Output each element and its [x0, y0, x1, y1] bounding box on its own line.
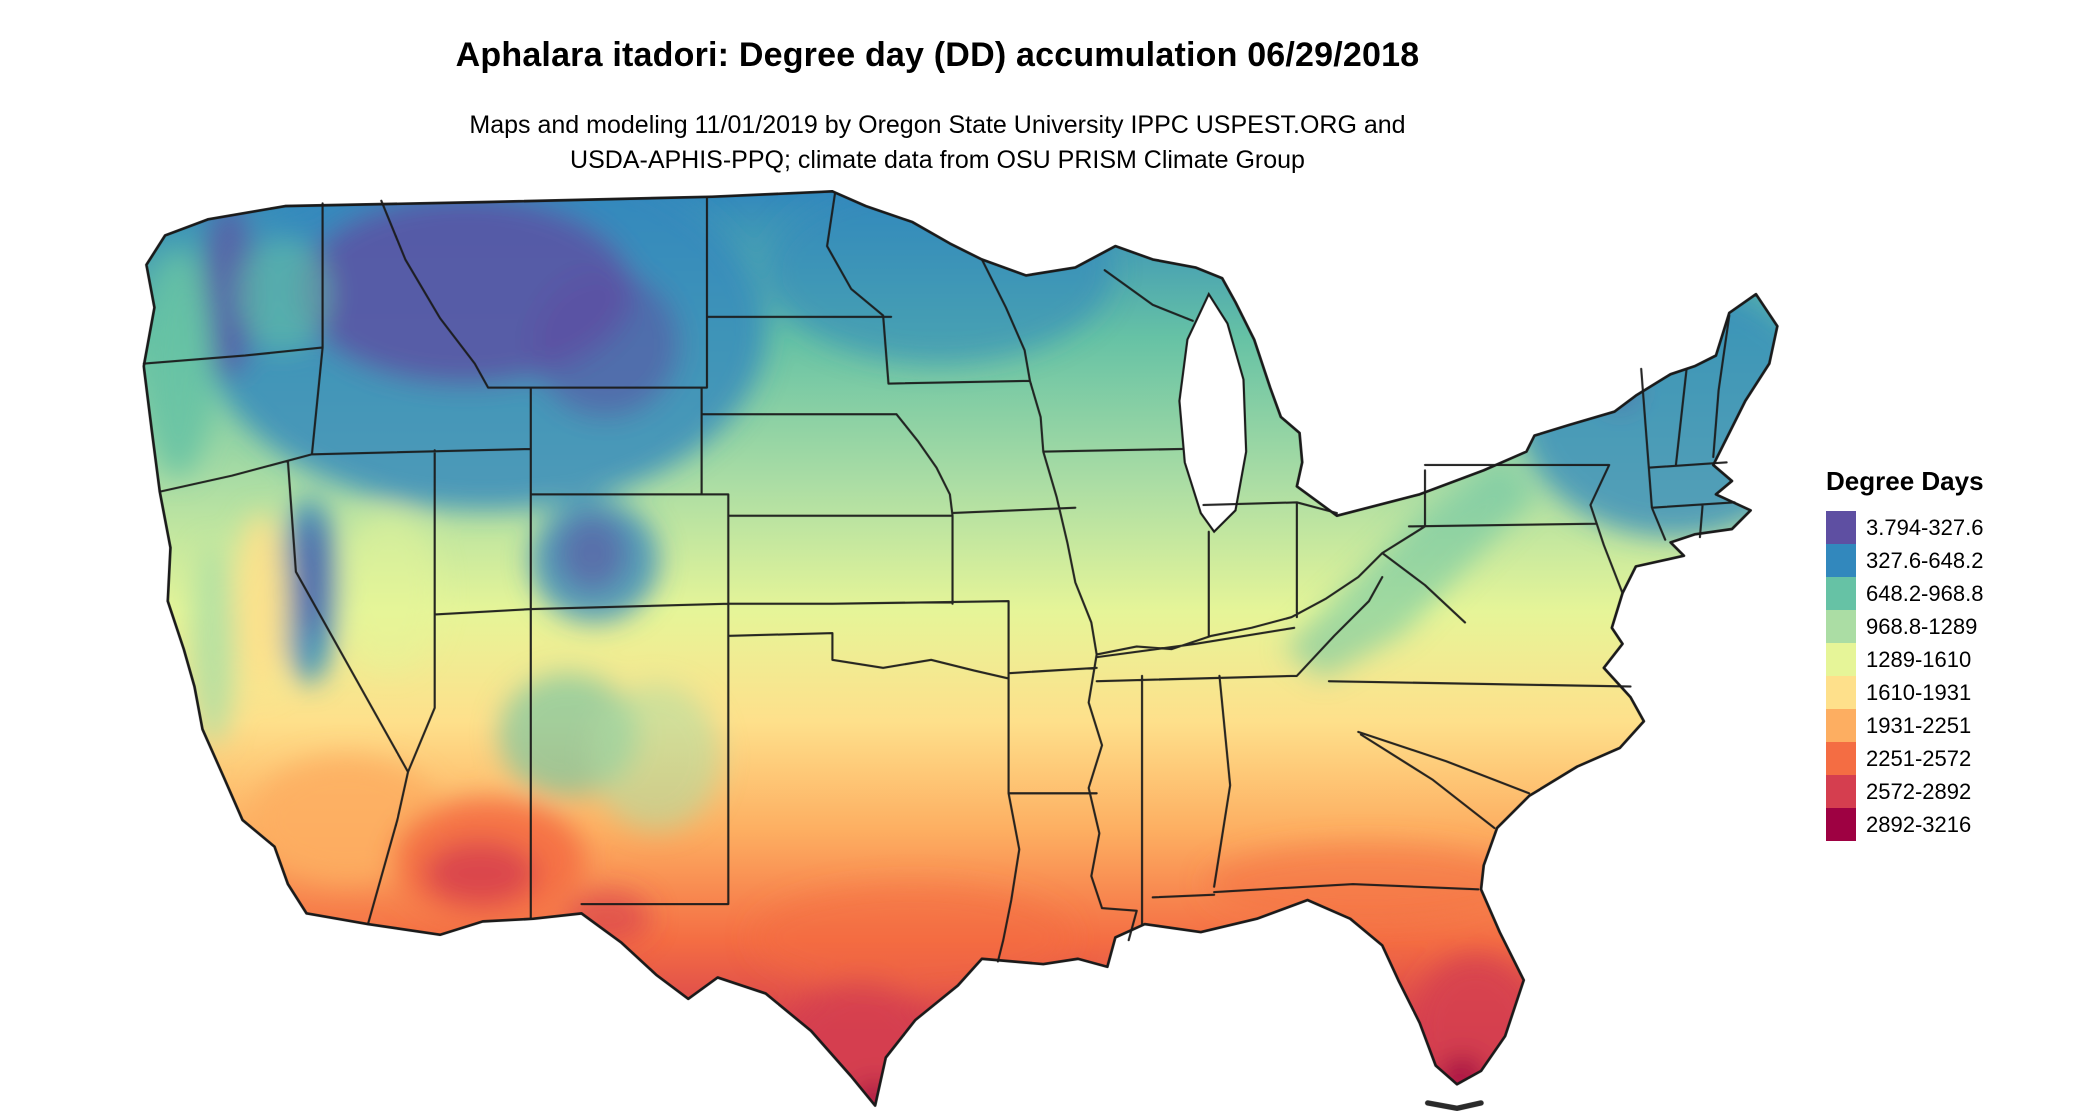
raster-region: [143, 250, 214, 477]
subtitle-line-1: Maps and modeling 11/01/2019 by Oregon S…: [469, 111, 1406, 139]
subtitle-line-2: USDA-APHIS-PPQ; climate data from OSU PR…: [570, 146, 1305, 174]
page-subtitle: Maps and modeling 11/01/2019 by Oregon S…: [0, 108, 1875, 178]
legend-label: 327.6-648.2: [1866, 547, 1984, 573]
legend-item: 1289-1610: [1826, 643, 1984, 676]
legend-item: 1610-1931: [1826, 676, 1984, 709]
raster-region: [234, 513, 288, 695]
legend-item: 968.8-1289: [1826, 610, 1984, 643]
raster-region: [557, 515, 627, 591]
degree-day-raster: [143, 191, 1778, 1106]
raster-region: [338, 510, 441, 671]
legend-label: 968.8-1289: [1866, 613, 1978, 639]
us-degree-day-map: [85, 190, 1800, 1111]
legend-label: 648.2-968.8: [1866, 580, 1984, 606]
legend-label: 1610-1931: [1866, 679, 1972, 705]
map-svg: [142, 190, 1779, 1111]
legend-swatch: [1826, 676, 1856, 709]
raster-region: [423, 841, 537, 906]
legend: Degree Days 3.794-327.6 327.6-648.2 648.…: [1826, 466, 1984, 841]
state-borders: [142, 191, 1736, 963]
legend-item: 1931-2251: [1826, 709, 1984, 742]
page-title: Aphalara itadori: Degree day (DD) accumu…: [455, 36, 1420, 74]
raster-region: [234, 238, 331, 351]
legend-swatch: [1826, 511, 1856, 544]
raster-region: [592, 683, 721, 831]
florida-keys: [1424, 1100, 1484, 1111]
legend-item: 327.6-648.2: [1826, 544, 1984, 577]
legend-label: 1289-1610: [1866, 646, 1972, 672]
legend-swatch: [1826, 577, 1856, 610]
raster-region: [565, 890, 651, 945]
raster-region: [295, 517, 328, 638]
raster-region: [202, 203, 256, 377]
legend-title: Degree Days: [1826, 466, 1984, 496]
raster-region: [752, 884, 1073, 991]
legend-label: 1931-2251: [1866, 712, 1972, 738]
legend-swatch: [1826, 544, 1856, 577]
legend-item: 2572-2892: [1826, 775, 1984, 808]
legend-swatch: [1826, 742, 1856, 775]
legend-item: 648.2-968.8: [1826, 577, 1984, 610]
legend-item: 2251-2572: [1826, 742, 1984, 775]
legend-swatch: [1826, 709, 1856, 742]
legend-swatch: [1826, 643, 1856, 676]
legend-item: 3.794-327.6: [1826, 511, 1984, 544]
lake-michigan: [1178, 291, 1248, 534]
legend-swatch: [1826, 808, 1856, 841]
legend-swatch: [1826, 775, 1856, 808]
raster-region: [190, 543, 236, 744]
conus-outline: [142, 190, 1779, 1107]
legend-swatch: [1826, 610, 1856, 643]
legend-label: 2572-2892: [1866, 778, 1972, 804]
legend-label: 2251-2572: [1866, 745, 1972, 771]
raster-region: [1601, 378, 1639, 408]
raster-region: [532, 270, 679, 417]
legend-label: 2892-3216: [1866, 811, 1972, 837]
legend-label: 3.794-327.6: [1866, 514, 1984, 540]
raster-region: [1411, 954, 1540, 1102]
legend-item: 2892-3216: [1826, 808, 1984, 841]
